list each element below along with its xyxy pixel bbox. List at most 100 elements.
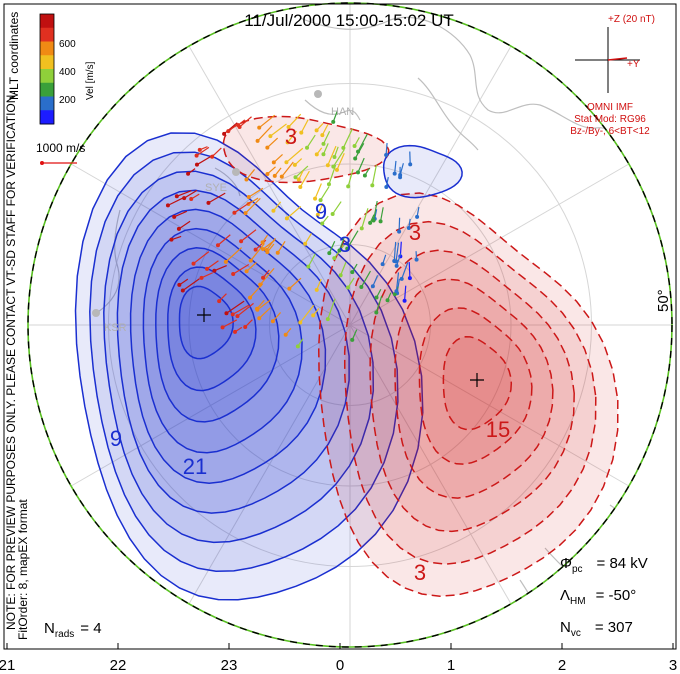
contour-label: 15 xyxy=(486,417,510,442)
negative-contour xyxy=(89,151,399,572)
lambda-stat: ΛHM = -50° xyxy=(560,587,636,607)
vector-origin xyxy=(408,162,413,167)
velocity-vector xyxy=(232,263,250,275)
vector-origin xyxy=(235,314,240,319)
vector-origin xyxy=(346,184,351,189)
vector-origin xyxy=(275,250,280,255)
colorbar-label: Vel [m/s] xyxy=(85,61,96,100)
vector-origin xyxy=(394,289,399,294)
vector-origin xyxy=(205,266,210,271)
vector-origin xyxy=(345,246,350,251)
vector-origin xyxy=(370,183,375,188)
vector-origin xyxy=(226,129,231,134)
velocity-vector xyxy=(257,299,271,311)
vector-origin xyxy=(352,144,357,149)
negative-contour xyxy=(178,285,234,360)
vector-origin xyxy=(330,211,335,216)
vector-origin xyxy=(320,221,325,226)
vector-origin xyxy=(271,208,276,213)
velocity-vector xyxy=(250,243,265,261)
vector-origin xyxy=(169,237,174,242)
contour-label: 3 xyxy=(339,232,351,257)
velocity-vector xyxy=(327,145,337,166)
vector-origin xyxy=(272,173,277,178)
velocity-vector xyxy=(357,157,365,173)
imf-source: OMNI IMF xyxy=(587,102,633,113)
velocity-vector xyxy=(321,124,329,136)
vector-origin xyxy=(232,210,237,215)
vector-origin xyxy=(402,298,407,303)
negative-contour xyxy=(103,170,375,544)
radar-site-marker xyxy=(314,90,322,98)
velocity-vector xyxy=(336,153,345,171)
vector-origin xyxy=(270,319,275,324)
velocity-vector xyxy=(401,262,409,280)
mlt-meridian xyxy=(349,324,630,487)
coordinate-label: MLT coordinates xyxy=(7,12,21,100)
velocity-vectors xyxy=(165,110,420,349)
velocity-vector xyxy=(208,192,226,204)
vector-origin xyxy=(334,167,339,172)
vector-origin xyxy=(182,196,187,201)
vector-origin xyxy=(374,310,379,315)
vector-origin xyxy=(265,145,270,150)
velocity-vector xyxy=(342,128,353,149)
vector-origin xyxy=(392,171,397,176)
velocity-vector xyxy=(249,283,264,298)
mlt-tick-label: 21 xyxy=(0,657,15,674)
velocity-vector xyxy=(259,267,275,286)
map-title: 11/Jul/2000 15:00-15:02 UT xyxy=(244,11,454,30)
velocity-vector xyxy=(246,261,257,272)
vector-origin xyxy=(314,287,319,292)
vector-origin xyxy=(370,284,375,289)
vector-origin xyxy=(248,295,253,300)
velocity-vector xyxy=(328,241,336,254)
velocity-vector xyxy=(372,200,378,221)
velocity-vector xyxy=(347,168,354,187)
velocity-vector xyxy=(257,125,273,142)
vector-origin xyxy=(374,295,379,300)
vector-origin xyxy=(257,316,262,321)
vector-origin xyxy=(392,258,397,263)
velocity-vector xyxy=(396,253,402,267)
vector-origin xyxy=(332,256,337,261)
radar-site-label: HAN xyxy=(331,106,354,118)
vector-origin xyxy=(243,211,248,216)
velocity-vector xyxy=(239,116,252,128)
vector-origin xyxy=(284,160,289,165)
velocity-vector xyxy=(217,234,231,246)
vector-origin xyxy=(331,164,336,169)
mlt-meridian xyxy=(188,324,351,605)
vector-origin xyxy=(296,177,301,182)
vector-origin xyxy=(197,147,202,152)
vector-origin xyxy=(233,329,238,334)
vector-origin xyxy=(279,174,284,179)
velocity-vector xyxy=(314,183,322,199)
vector-origin xyxy=(261,247,266,252)
vector-origin xyxy=(265,171,270,176)
vector-origin xyxy=(217,299,222,304)
vector-origin xyxy=(325,317,330,322)
velocity-vector xyxy=(245,197,261,214)
velocity-vector xyxy=(408,262,411,279)
velocity-vector xyxy=(393,241,397,262)
radar-site-marker xyxy=(92,309,100,317)
mlt-tick-label: 0 xyxy=(336,657,344,674)
velocity-vector xyxy=(340,261,347,276)
velocity-vector xyxy=(178,220,191,230)
vector-origin xyxy=(230,312,235,317)
velocity-vector xyxy=(299,170,310,188)
velocity-vector xyxy=(354,143,365,159)
velocity-vector xyxy=(288,113,302,128)
velocity-vector xyxy=(262,239,276,250)
vector-origin xyxy=(353,156,358,161)
vector-origin xyxy=(399,276,404,281)
vector-origin xyxy=(305,145,310,150)
contour-label: 9 xyxy=(110,426,122,451)
vector-origin xyxy=(191,261,196,266)
velocity-vector xyxy=(332,201,342,215)
colorbar-tick: 400 xyxy=(59,67,76,78)
vector-origin xyxy=(237,124,242,129)
velocity-vector xyxy=(346,230,359,249)
